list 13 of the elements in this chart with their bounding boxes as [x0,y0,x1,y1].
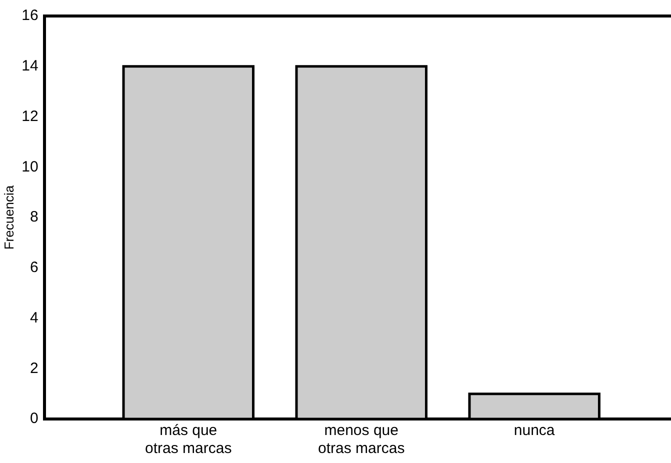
y-tick-label: 16 [22,7,38,24]
y-tick-label: 4 [30,309,38,326]
x-tick-label: nunca [514,422,556,440]
y-tick-label: 0 [30,410,38,428]
y-axis-title: Frecuencia [1,184,16,250]
y-tick-label: 2 [30,360,38,377]
y-tick-label: 6 [30,259,38,276]
x-tick-label: menos que otras marcas [318,422,405,458]
y-tick-label: 14 [22,58,38,75]
x-tick-label: más que otras marcas [145,422,232,458]
y-tick-label: 10 [22,158,38,176]
y-tick-label: 8 [30,208,38,226]
y-tick-label: 12 [22,108,38,125]
